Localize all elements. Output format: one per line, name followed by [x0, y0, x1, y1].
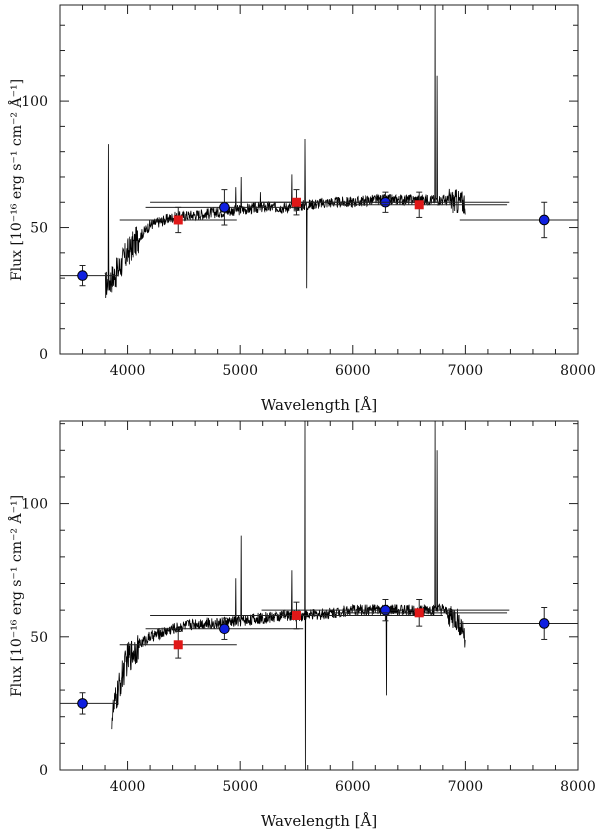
x-tick-label: 7000: [448, 779, 484, 795]
narrowband-point: [173, 215, 183, 225]
narrowband-point: [291, 197, 301, 207]
x-tick-label: 4000: [110, 363, 146, 379]
broadband-point: [77, 698, 88, 709]
y-axis-label: Flux [10⁻¹⁶ erg s⁻¹ cm⁻² Å⁻¹]: [7, 495, 25, 697]
narrowband-point: [173, 640, 183, 650]
y-axis-label: Flux [10⁻¹⁶ erg s⁻¹ cm⁻² Å⁻¹]: [7, 79, 25, 281]
y-tick-label: 0: [39, 763, 48, 779]
broadband-point: [219, 623, 230, 635]
bottom-panel: 4000 5000 6000 7000 8000 0 50 100 Wavelength [Å…: [7, 420, 596, 830]
x-tick-label: 5000: [222, 363, 258, 379]
x-tick-label: 8000: [560, 363, 596, 379]
x-tick-label: 6000: [335, 363, 371, 379]
y-tick-label: 100: [21, 94, 48, 110]
broadband-point: [77, 270, 88, 281]
x-tick-label: 4000: [110, 779, 146, 795]
x-axis-label: Wavelength [Å]: [261, 396, 377, 414]
plot-frame: [59, 420, 579, 771]
x-axis-label: Wavelength [Å]: [261, 812, 377, 830]
broadband-point: [219, 202, 230, 213]
broadband-point: [380, 604, 391, 616]
plot-frame: [59, 4, 579, 355]
broadband-point: [538, 618, 550, 629]
broadband-point: [538, 214, 550, 226]
narrowband-point: [291, 610, 301, 620]
y-tick-label: 0: [39, 347, 48, 363]
x-tick-label: 6000: [335, 779, 371, 795]
x-tick-label: 7000: [448, 363, 484, 379]
narrowband-point: [414, 200, 424, 210]
narrowband-point: [414, 608, 424, 618]
y-tick-label: 100: [21, 497, 48, 513]
spectrum-line: [111, 420, 466, 771]
y-tick-label: 50: [30, 221, 48, 237]
top-panel: 4000 5000 6000 7000 8000 0 50 100 Wavelength [Å…: [7, 4, 596, 414]
y-tick-label: 50: [30, 630, 48, 646]
x-tick-label: 5000: [222, 779, 258, 795]
spectrum-line: [104, 4, 466, 299]
x-tick-label: 8000: [560, 779, 596, 795]
